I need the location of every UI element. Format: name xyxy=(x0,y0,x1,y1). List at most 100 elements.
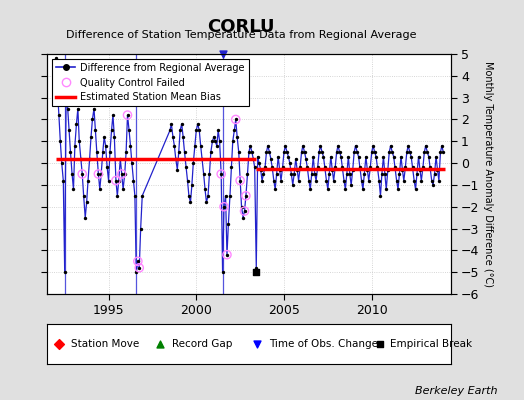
Point xyxy=(284,153,292,160)
Point xyxy=(281,142,290,149)
Point xyxy=(237,204,246,210)
Point xyxy=(316,142,325,149)
Point xyxy=(221,193,230,199)
Point xyxy=(410,177,418,184)
Point xyxy=(72,121,81,127)
Point xyxy=(69,186,78,192)
Point xyxy=(113,193,122,199)
Point xyxy=(198,156,206,162)
Point xyxy=(315,149,323,155)
Point xyxy=(104,177,113,184)
Point xyxy=(278,164,287,171)
Point xyxy=(354,153,363,160)
Point xyxy=(309,153,318,160)
Point xyxy=(134,258,142,264)
Point xyxy=(419,164,427,171)
Point xyxy=(350,149,358,155)
Point xyxy=(205,171,214,177)
Point xyxy=(211,138,220,144)
Point xyxy=(291,156,300,162)
Point xyxy=(287,171,296,177)
Point xyxy=(283,149,291,155)
Point xyxy=(259,171,268,177)
Point xyxy=(318,149,326,155)
Point xyxy=(332,149,341,155)
Point xyxy=(363,166,372,173)
Point xyxy=(348,166,357,173)
Point xyxy=(128,160,136,166)
Point xyxy=(347,182,355,188)
Point xyxy=(112,177,120,184)
Point xyxy=(376,341,384,347)
Text: Station Move: Station Move xyxy=(71,339,139,349)
Point xyxy=(330,177,338,184)
Point xyxy=(325,171,333,177)
Point xyxy=(170,142,179,149)
Point xyxy=(331,164,340,171)
Point xyxy=(232,116,240,123)
Point xyxy=(173,166,181,173)
Point xyxy=(220,204,228,210)
Point xyxy=(366,164,375,171)
Point xyxy=(130,193,139,199)
Point xyxy=(385,149,394,155)
Text: Berkeley Earth: Berkeley Earth xyxy=(416,386,498,396)
Point xyxy=(306,186,314,192)
Point xyxy=(91,127,100,134)
Point xyxy=(74,105,82,112)
Point xyxy=(217,171,225,177)
Point xyxy=(215,138,224,144)
Point xyxy=(171,156,180,162)
Point xyxy=(219,51,227,57)
Point xyxy=(233,134,242,140)
Point xyxy=(88,116,96,123)
Point xyxy=(196,142,205,149)
Point xyxy=(397,153,405,160)
Legend: Difference from Regional Average, Quality Control Failed, Estimated Station Mean: Difference from Regional Average, Qualit… xyxy=(52,59,248,106)
Point xyxy=(223,252,231,258)
Point xyxy=(277,177,285,184)
Point xyxy=(241,208,249,214)
Point xyxy=(174,149,183,155)
Point xyxy=(224,221,233,227)
Point xyxy=(232,116,240,123)
Point xyxy=(328,166,336,173)
Point xyxy=(126,142,135,149)
Point xyxy=(268,164,277,171)
Point xyxy=(107,127,116,134)
Point xyxy=(255,160,263,166)
Point xyxy=(264,142,272,149)
Point xyxy=(80,193,88,199)
Point xyxy=(372,153,380,160)
Point xyxy=(384,166,392,173)
Point xyxy=(65,127,73,134)
Point xyxy=(335,149,344,155)
Point xyxy=(344,153,353,160)
Point xyxy=(52,55,60,62)
Point xyxy=(228,138,237,144)
Point xyxy=(219,269,227,275)
Point xyxy=(200,171,208,177)
Point xyxy=(346,171,354,177)
Point xyxy=(202,199,211,206)
Point xyxy=(370,149,379,155)
Point xyxy=(93,149,101,155)
Point xyxy=(299,142,307,149)
Point xyxy=(94,171,103,177)
Point xyxy=(227,164,236,171)
Point xyxy=(100,134,108,140)
Point xyxy=(424,153,433,160)
Point xyxy=(406,149,414,155)
Point xyxy=(249,156,257,162)
Point xyxy=(166,127,174,134)
Point xyxy=(357,177,366,184)
Point xyxy=(343,171,351,177)
Point xyxy=(392,177,401,184)
Y-axis label: Monthly Temperature Anomaly Difference (°C): Monthly Temperature Anomaly Difference (… xyxy=(484,61,494,287)
Point xyxy=(341,186,350,192)
Point xyxy=(302,156,310,162)
Point xyxy=(56,138,64,144)
Point xyxy=(59,177,68,184)
Point xyxy=(185,193,193,199)
Point xyxy=(420,149,429,155)
